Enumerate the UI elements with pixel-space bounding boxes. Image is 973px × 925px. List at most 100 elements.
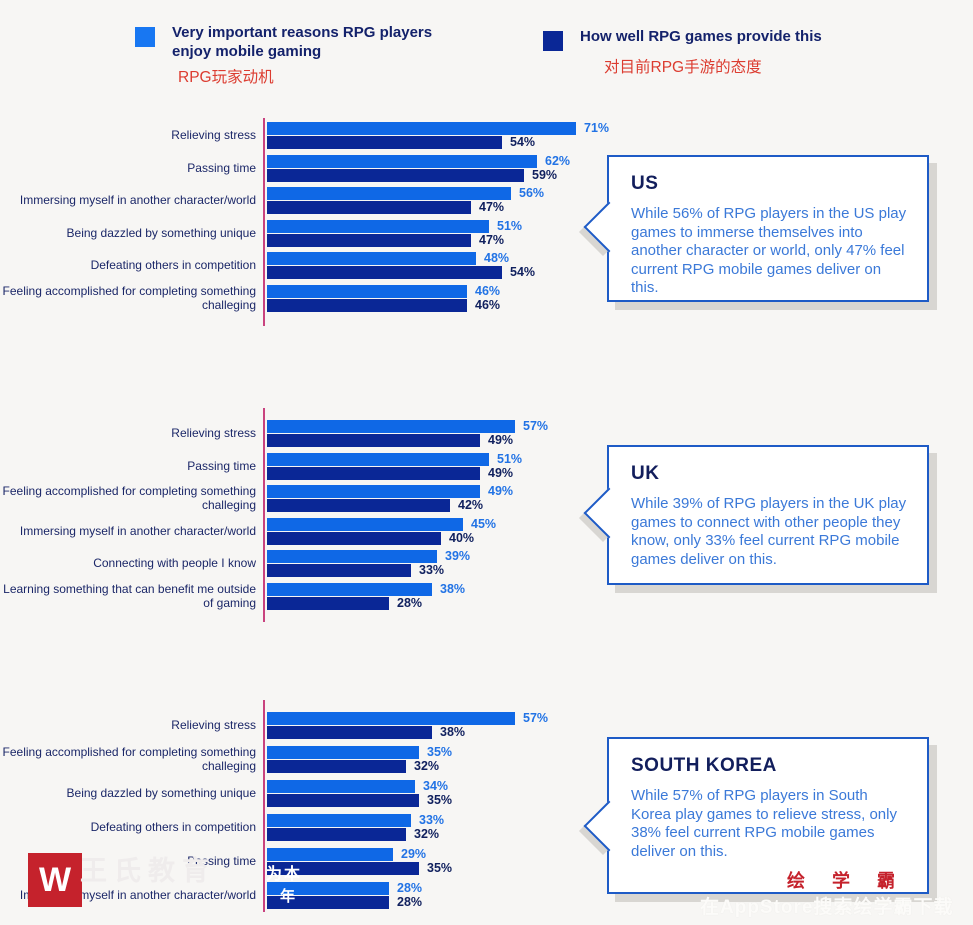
category-label: Feeling accomplished for completing some… <box>2 484 256 512</box>
value-label: 33% <box>419 563 445 577</box>
value-label: 28% <box>397 895 423 909</box>
value-label: 32% <box>414 827 440 841</box>
value-label: 39% <box>445 549 471 563</box>
category-label: Defeating others in competition <box>90 820 256 835</box>
watermark-brand-red: 绘 学 霸 <box>787 871 907 891</box>
legend-subtitle-cn: 对目前RPG手游的态度 <box>604 58 762 76</box>
bar-importance <box>267 780 415 793</box>
bar-delivery <box>267 298 467 312</box>
value-label: 49% <box>488 433 514 447</box>
callout-title: UK <box>631 463 660 484</box>
category-label: Relieving stress <box>171 128 256 143</box>
category-label: Relieving stress <box>171 426 256 441</box>
bar-importance <box>267 517 463 531</box>
legend-swatch-light-blue <box>135 27 155 47</box>
axis-baseline <box>263 118 265 326</box>
callout-title: SOUTH KOREA <box>631 755 777 776</box>
chart-row: Feeling accomplished for completing some… <box>0 484 640 513</box>
bar-delivery <box>267 760 406 773</box>
value-label: 57% <box>523 419 549 433</box>
value-label: 51% <box>497 451 523 466</box>
bar-importance <box>267 485 480 498</box>
bar-importance <box>267 252 476 265</box>
axis-baseline <box>263 408 265 622</box>
bar-delivery <box>267 434 480 447</box>
bar-chart-uk: Relieving stress 57% 49% Passing time 51% 49%… <box>0 408 640 635</box>
watermark-overlay-char: 年 <box>280 888 296 905</box>
bar-importance <box>267 154 537 168</box>
bar-importance <box>267 187 511 200</box>
value-label: 28% <box>397 595 423 610</box>
bar-importance <box>267 712 515 725</box>
chart-row: Relieving stress 71% 54% <box>0 122 640 150</box>
chart-row: Passing time 62% 59% <box>0 153 640 183</box>
value-label: 49% <box>488 484 514 498</box>
value-label: 46% <box>475 297 501 312</box>
bar-delivery <box>267 896 389 909</box>
legend-subtitle-cn: RPG玩家动机 <box>178 68 274 86</box>
value-label: 32% <box>414 759 440 773</box>
bar-delivery <box>267 794 419 807</box>
value-label: 59% <box>532 167 558 182</box>
bar-delivery <box>267 168 524 182</box>
bar-delivery <box>267 201 471 214</box>
bar-delivery <box>267 828 406 841</box>
axis-baseline <box>263 700 265 912</box>
watermark-logo-icon: W <box>28 853 82 907</box>
chart-row: Defeating others in competition 33% 32% <box>0 814 640 842</box>
bar-importance <box>267 746 419 759</box>
category-label: Passing time <box>187 160 256 175</box>
watermark-overlay-char: 为本 <box>266 866 303 883</box>
chart-row: Defeating others in competition 48% 54% <box>0 252 640 280</box>
value-label: 33% <box>419 813 445 827</box>
value-label: 51% <box>497 218 523 233</box>
value-label: 49% <box>488 465 514 480</box>
bar-delivery <box>267 136 502 149</box>
chart-row: Passing time 51% 49% <box>0 451 640 481</box>
callout-south-korea: SOUTH KOREA While 57% of RPG players in … <box>607 737 929 894</box>
legend-text-block: Very important reasons RPG players enjoy… <box>172 24 454 87</box>
category-label: Connecting with people I know <box>93 556 256 571</box>
callout-us: US While 56% of RPG players in the US pl… <box>607 155 929 302</box>
chart-row: Learning something that can benefit me o… <box>0 581 640 611</box>
category-label: Being dazzled by something unique <box>66 225 256 240</box>
value-label: 29% <box>401 847 427 861</box>
bar-importance <box>267 582 432 596</box>
value-label: 42% <box>458 498 484 512</box>
value-label: 71% <box>584 121 610 135</box>
bar-delivery <box>267 499 450 512</box>
chart-row: Relieving stress 57% 49% <box>0 420 640 448</box>
legend-swatch-dark-blue <box>543 31 563 51</box>
bar-importance <box>267 284 467 298</box>
value-label: 54% <box>510 265 536 279</box>
value-label: 62% <box>545 153 571 168</box>
value-label: 40% <box>449 530 475 545</box>
value-label: 45% <box>471 516 497 531</box>
value-label: 38% <box>440 725 466 739</box>
category-label: Immersing myself in another character/wo… <box>19 523 256 538</box>
legend-label: How well RPG games provide this <box>580 28 822 45</box>
bar-importance <box>267 848 393 861</box>
value-label: 46% <box>475 283 501 298</box>
chart-row: Passing time 29% 35% <box>0 848 640 876</box>
bar-delivery <box>267 726 432 739</box>
bar-importance <box>267 452 489 466</box>
bar-importance <box>267 420 515 433</box>
value-label: 47% <box>479 200 505 214</box>
callout-body: While 57% of RPG players in South Korea … <box>631 787 897 860</box>
value-label: 48% <box>484 251 510 265</box>
value-label: 47% <box>479 232 505 247</box>
chart-row: Immersing myself in another character/wo… <box>0 187 640 215</box>
legend-item-motivations: Very important reasons RPG players enjoy… <box>135 24 454 87</box>
category-label: Immersing myself in another character/wo… <box>19 193 256 208</box>
callout-title: US <box>631 173 659 194</box>
bar-delivery <box>267 862 419 875</box>
bar-delivery <box>267 266 502 279</box>
chart-row: Being dazzled by something unique 34% 35% <box>0 780 640 808</box>
value-label: 35% <box>427 793 453 807</box>
chart-row: Immersing myself in another character/wo… <box>0 516 640 546</box>
category-label: Learning something that can benefit me o… <box>3 581 256 610</box>
category-label: Passing time <box>187 458 256 473</box>
value-label: 35% <box>427 745 453 759</box>
value-label: 35% <box>427 861 453 875</box>
